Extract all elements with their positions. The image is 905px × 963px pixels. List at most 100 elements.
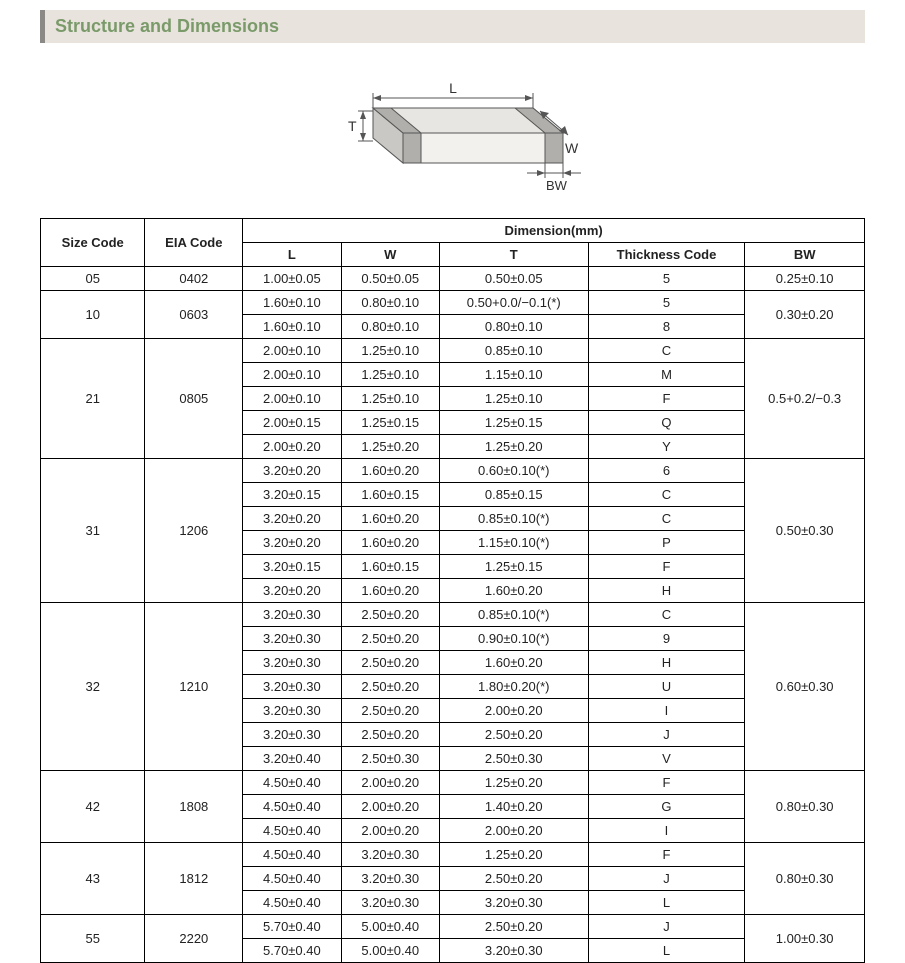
cell-TC: 6 [588, 459, 745, 483]
cell-L: 3.20±0.20 [243, 531, 341, 555]
col-W: W [341, 243, 439, 267]
cell-W: 0.50±0.05 [341, 267, 439, 291]
cell-W: 3.20±0.30 [341, 843, 439, 867]
table-row: 2108052.00±0.101.25±0.100.85±0.10C0.5+0.… [41, 339, 865, 363]
cell-L: 2.00±0.10 [243, 339, 341, 363]
cell-T: 2.50±0.20 [439, 867, 588, 891]
cell-T: 0.90±0.10(*) [439, 627, 588, 651]
cell-TC: C [588, 507, 745, 531]
cell-L: 3.20±0.30 [243, 627, 341, 651]
cell-TC: F [588, 555, 745, 579]
cell-W: 2.00±0.20 [341, 795, 439, 819]
section-header: Structure and Dimensions [40, 10, 865, 43]
cell-T: 1.15±0.10(*) [439, 531, 588, 555]
cell-T: 1.15±0.10 [439, 363, 588, 387]
cell-T: 0.85±0.10(*) [439, 603, 588, 627]
cell-TC: 5 [588, 291, 745, 315]
cell-size-code: 31 [41, 459, 145, 603]
cell-TC: V [588, 747, 745, 771]
cell-L: 2.00±0.10 [243, 363, 341, 387]
cell-eia-code: 0402 [145, 267, 243, 291]
cell-W: 2.50±0.30 [341, 747, 439, 771]
cell-TC: P [588, 531, 745, 555]
cell-L: 2.00±0.10 [243, 387, 341, 411]
cell-L: 4.50±0.40 [243, 795, 341, 819]
cell-W: 0.80±0.10 [341, 315, 439, 339]
cell-L: 3.20±0.30 [243, 699, 341, 723]
cell-L: 5.70±0.40 [243, 915, 341, 939]
cell-T: 0.85±0.10 [439, 339, 588, 363]
cell-bw: 0.30±0.20 [745, 291, 865, 339]
cell-size-code: 10 [41, 291, 145, 339]
cell-T: 0.85±0.15 [439, 483, 588, 507]
cell-W: 2.50±0.20 [341, 603, 439, 627]
cell-TC: G [588, 795, 745, 819]
cell-TC: I [588, 819, 745, 843]
col-eia-code: EIA Code [145, 219, 243, 267]
label-T: T [348, 118, 357, 134]
cell-L: 1.60±0.10 [243, 315, 341, 339]
cell-W: 3.20±0.30 [341, 867, 439, 891]
cell-size-code: 42 [41, 771, 145, 843]
cell-W: 2.50±0.20 [341, 627, 439, 651]
cell-W: 1.60±0.15 [341, 483, 439, 507]
cell-TC: C [588, 483, 745, 507]
cell-TC: H [588, 579, 745, 603]
cell-T: 0.85±0.10(*) [439, 507, 588, 531]
cell-L: 3.20±0.30 [243, 603, 341, 627]
cell-W: 0.80±0.10 [341, 291, 439, 315]
section-title: Structure and Dimensions [55, 16, 279, 36]
cell-bw: 0.60±0.30 [745, 603, 865, 771]
cell-bw: 1.00±0.30 [745, 915, 865, 963]
cell-T: 1.25±0.15 [439, 411, 588, 435]
table-row: 3112063.20±0.201.60±0.200.60±0.10(*)60.5… [41, 459, 865, 483]
cell-L: 3.20±0.30 [243, 723, 341, 747]
cell-eia-code: 0805 [145, 339, 243, 459]
cell-W: 2.50±0.20 [341, 699, 439, 723]
cell-TC: J [588, 915, 745, 939]
cell-W: 2.50±0.20 [341, 675, 439, 699]
cell-TC: 5 [588, 267, 745, 291]
cell-L: 2.00±0.20 [243, 435, 341, 459]
cell-W: 2.50±0.20 [341, 651, 439, 675]
cell-bw: 0.50±0.30 [745, 459, 865, 603]
cell-L: 3.20±0.30 [243, 675, 341, 699]
cell-W: 5.00±0.40 [341, 915, 439, 939]
cell-T: 0.50+0.0/−0.1(*) [439, 291, 588, 315]
cell-T: 1.25±0.20 [439, 435, 588, 459]
table-row: 5522205.70±0.405.00±0.402.50±0.20J1.00±0… [41, 915, 865, 939]
cell-W: 2.00±0.20 [341, 819, 439, 843]
table-body: 0504021.00±0.050.50±0.050.50±0.0550.25±0… [41, 267, 865, 963]
cell-L: 3.20±0.30 [243, 651, 341, 675]
cell-W: 1.25±0.10 [341, 363, 439, 387]
cell-T: 1.25±0.20 [439, 843, 588, 867]
table-row: 4318124.50±0.403.20±0.301.25±0.20F0.80±0… [41, 843, 865, 867]
cell-TC: C [588, 339, 745, 363]
cell-size-code: 32 [41, 603, 145, 771]
cell-L: 4.50±0.40 [243, 819, 341, 843]
cell-size-code: 43 [41, 843, 145, 915]
cell-T: 0.80±0.10 [439, 315, 588, 339]
cell-eia-code: 1812 [145, 843, 243, 915]
cell-eia-code: 1808 [145, 771, 243, 843]
cell-TC: 8 [588, 315, 745, 339]
cell-TC: F [588, 771, 745, 795]
cell-W: 1.60±0.20 [341, 579, 439, 603]
cell-TC: L [588, 891, 745, 915]
cell-T: 1.25±0.20 [439, 771, 588, 795]
cell-W: 2.00±0.20 [341, 771, 439, 795]
col-L: L [243, 243, 341, 267]
cell-L: 2.00±0.15 [243, 411, 341, 435]
cell-L: 3.20±0.20 [243, 579, 341, 603]
cell-W: 2.50±0.20 [341, 723, 439, 747]
cell-T: 2.50±0.30 [439, 747, 588, 771]
cell-T: 2.00±0.20 [439, 699, 588, 723]
cell-W: 1.60±0.15 [341, 555, 439, 579]
cell-eia-code: 1210 [145, 603, 243, 771]
cell-L: 3.20±0.20 [243, 459, 341, 483]
cell-L: 3.20±0.20 [243, 507, 341, 531]
cell-TC: J [588, 723, 745, 747]
cell-TC: C [588, 603, 745, 627]
label-BW: BW [546, 178, 568, 193]
col-T: T [439, 243, 588, 267]
